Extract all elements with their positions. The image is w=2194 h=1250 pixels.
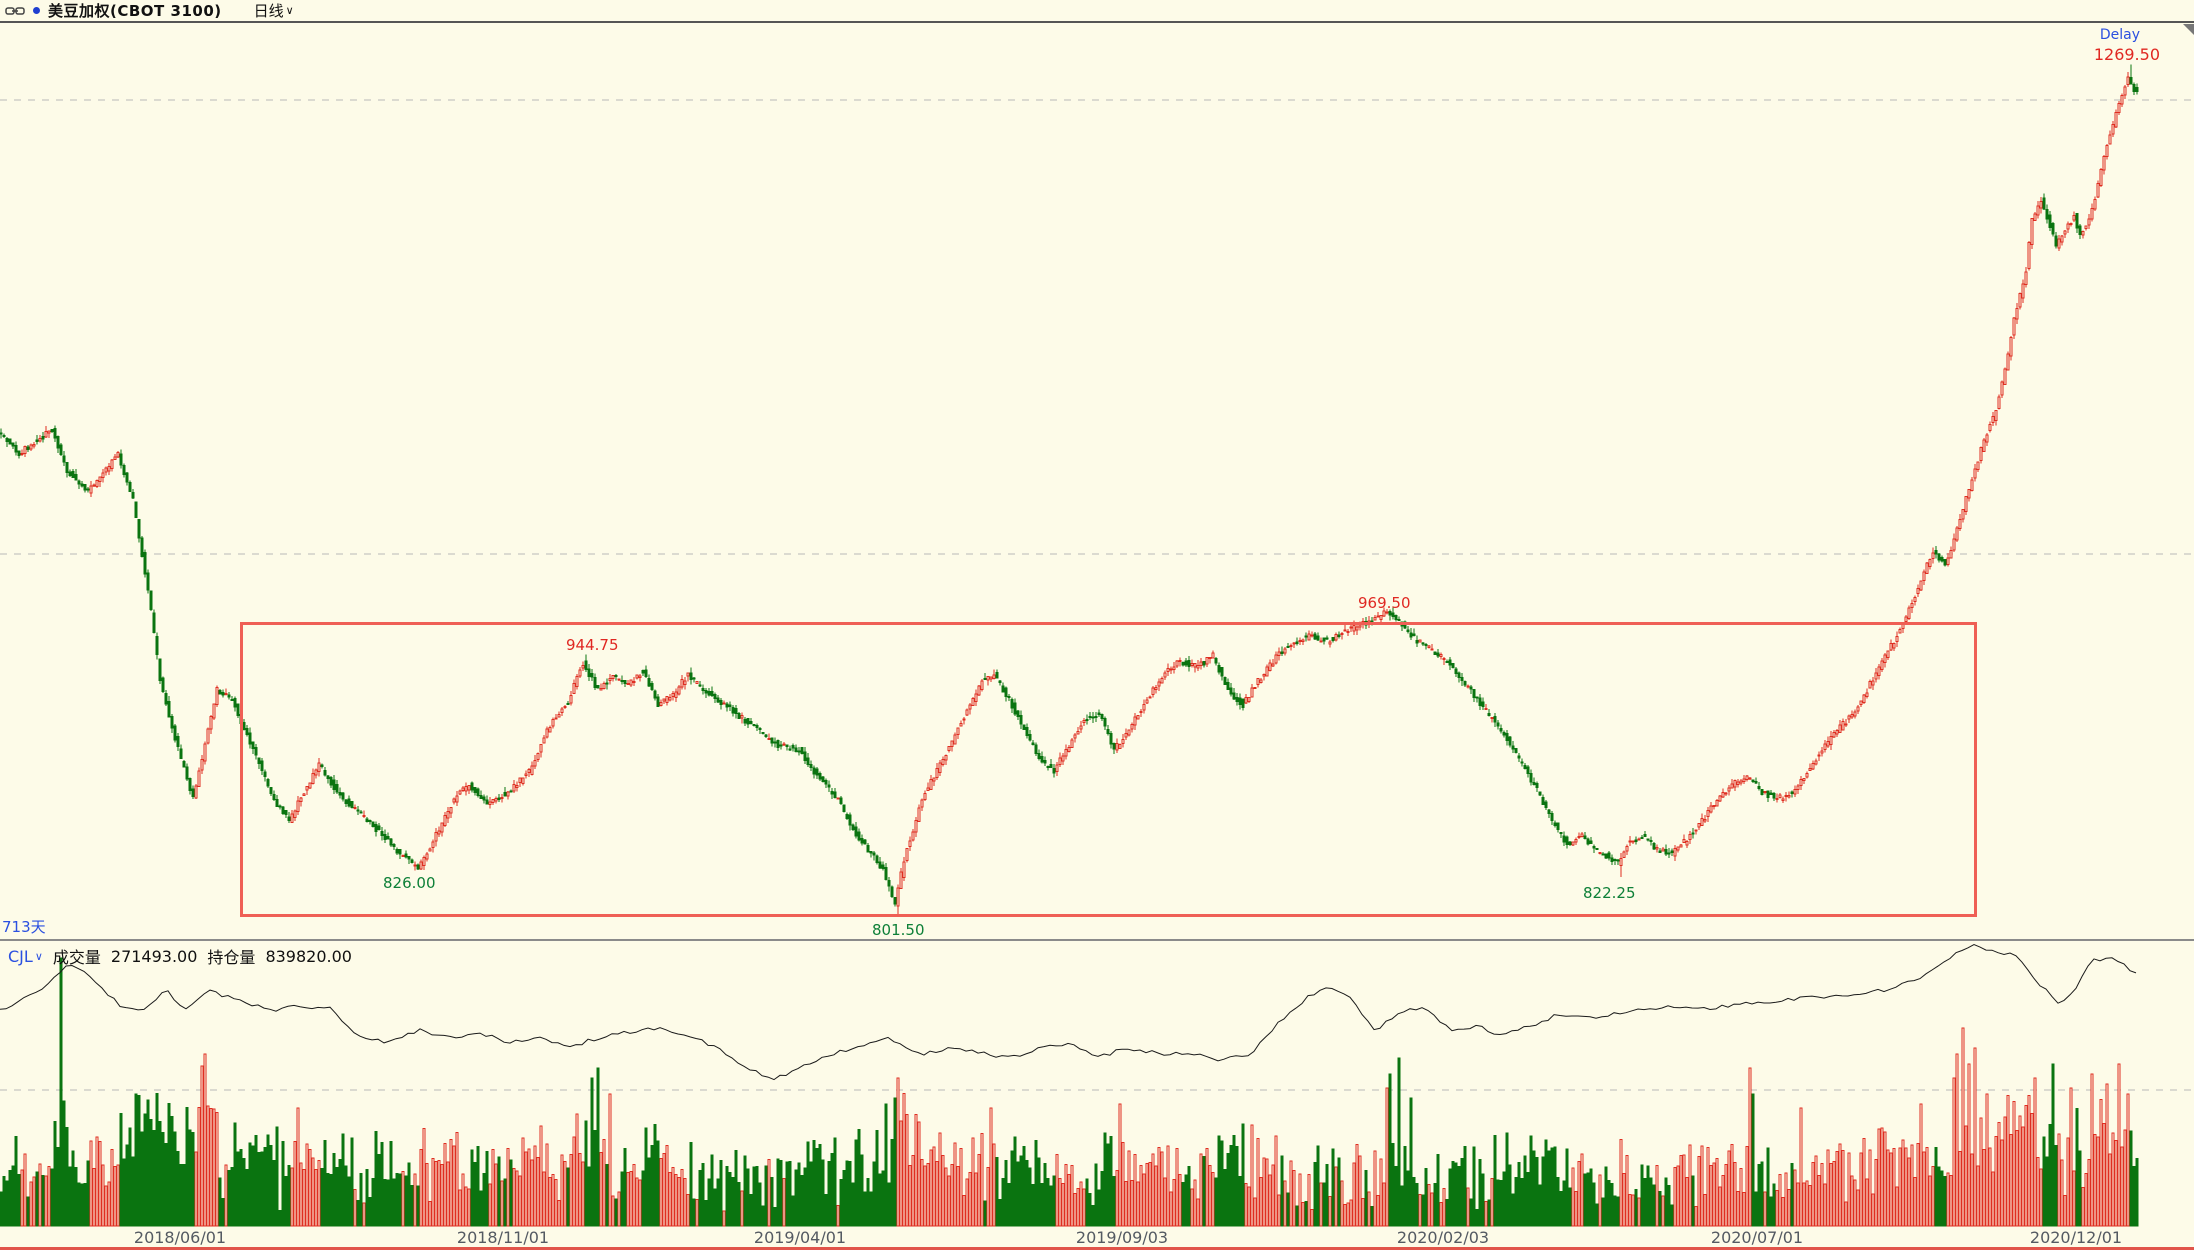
period-selector[interactable]: 日线 ∨ bbox=[254, 0, 294, 21]
indicator-pane-header: CJL ∨ 成交量 271493.00 持仓量 839820.00 bbox=[8, 944, 352, 968]
latest-price-label: 1269.50 bbox=[2093, 45, 2160, 64]
price-extreme-label: 944.75 bbox=[566, 636, 619, 654]
x-axis-tick-label: 2020/02/03 bbox=[1396, 1228, 1490, 1247]
chevron-down-icon: ∨ bbox=[34, 949, 43, 963]
open-interest-value: 839820.00 bbox=[265, 946, 352, 966]
x-axis-tick-label: 2020/07/01 bbox=[1710, 1228, 1804, 1247]
x-axis-tick-label: 2018/06/01 bbox=[133, 1228, 227, 1247]
instrument-title: 美豆加权(CBOT 3100) bbox=[48, 2, 222, 20]
annotation-rectangle[interactable] bbox=[240, 622, 1977, 917]
chart-toolbar: 美豆加权(CBOT 3100) 日线 ∨ bbox=[0, 0, 2194, 23]
link-icon[interactable] bbox=[5, 5, 25, 17]
price-extreme-label: 969.50 bbox=[1358, 594, 1411, 612]
corner-resize-triangle[interactable] bbox=[2183, 24, 2194, 35]
price-extreme-label: 801.50 bbox=[872, 921, 925, 939]
bottom-pane-border bbox=[0, 1247, 2194, 1250]
period-label: 日线 bbox=[253, 2, 284, 20]
x-axis-tick-label: 2019/09/03 bbox=[1075, 1228, 1169, 1247]
pane-divider[interactable] bbox=[0, 939, 2194, 941]
x-axis-tick-label: 2019/04/01 bbox=[753, 1228, 847, 1247]
delay-badge: Delay bbox=[2099, 27, 2140, 43]
indicator-selector[interactable]: CJL ∨ bbox=[8, 947, 43, 966]
indicator-name: CJL bbox=[8, 946, 33, 966]
x-axis-tick-label: 2018/11/01 bbox=[456, 1228, 550, 1247]
chevron-down-icon: ∨ bbox=[285, 4, 294, 17]
annotation-days-label: 713天 bbox=[2, 918, 46, 936]
price-extreme-label: 822.25 bbox=[1583, 884, 1636, 902]
instrument-bullet-icon bbox=[33, 7, 40, 14]
volume-label: 成交量 bbox=[52, 948, 101, 967]
open-interest-label: 持仓量 bbox=[207, 948, 256, 967]
price-extreme-label: 826.00 bbox=[383, 874, 436, 892]
x-axis-tick-label: 2020/12/01 bbox=[2029, 1228, 2123, 1247]
volume-value: 271493.00 bbox=[110, 946, 198, 966]
